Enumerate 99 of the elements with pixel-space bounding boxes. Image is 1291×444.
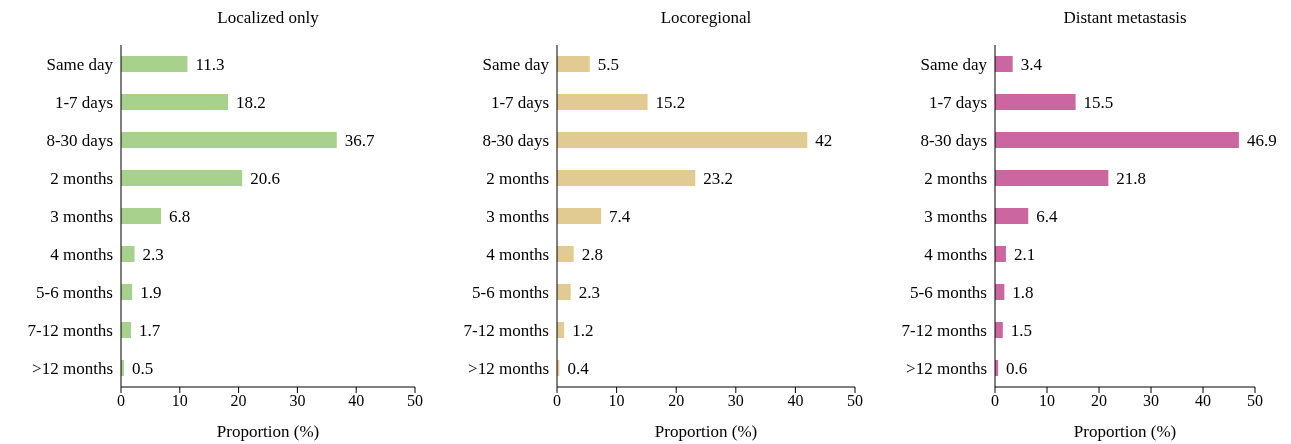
x-axis-title: Proportion (%) bbox=[1073, 422, 1177, 441]
x-tick-label: 10 bbox=[171, 392, 188, 410]
y-tick-label: >12 months bbox=[468, 359, 549, 379]
data-label: 0.4 bbox=[567, 359, 590, 379]
data-label: 0.6 bbox=[1006, 359, 1028, 379]
bar bbox=[121, 94, 229, 110]
y-tick-label: Same day bbox=[482, 55, 550, 75]
y-tick-label: Same day bbox=[920, 55, 988, 75]
data-label: 20.6 bbox=[250, 169, 280, 189]
y-tick-label: 7-12 months bbox=[463, 321, 549, 341]
data-label: 2.3 bbox=[142, 245, 164, 265]
x-tick-label: 50 bbox=[1247, 392, 1263, 410]
x-tick-label: 10 bbox=[608, 392, 625, 410]
bar bbox=[995, 56, 1013, 72]
x-tick-label: 10 bbox=[1039, 392, 1055, 410]
y-tick-label: 3 months bbox=[486, 207, 549, 227]
y-tick-label: 2 months bbox=[486, 169, 549, 189]
y-tick-label: 1-7 days bbox=[928, 93, 987, 113]
y-tick-label: 3 months bbox=[50, 207, 113, 227]
bar bbox=[557, 56, 590, 72]
x-tick-label: 30 bbox=[289, 392, 306, 410]
data-label: 1.5 bbox=[1010, 321, 1033, 341]
y-tick-label: 5-6 months bbox=[472, 283, 549, 303]
x-axis-title: Proportion (%) bbox=[216, 422, 320, 441]
y-tick-label: 1-7 days bbox=[54, 93, 113, 113]
y-tick-label: 5-6 months bbox=[36, 283, 113, 303]
data-label: 3.4 bbox=[1020, 55, 1043, 75]
bar bbox=[557, 208, 602, 224]
y-tick-label: 7-12 months bbox=[901, 321, 987, 341]
y-tick-label: 8-30 days bbox=[482, 131, 549, 151]
data-label: 42 bbox=[815, 131, 833, 151]
y-tick-label: >12 months bbox=[32, 359, 113, 379]
bar bbox=[557, 132, 808, 148]
bar bbox=[121, 208, 161, 224]
y-tick-label: 2 months bbox=[50, 169, 113, 189]
bar bbox=[121, 322, 131, 338]
data-label: 6.4 bbox=[1036, 207, 1059, 227]
data-label: 23.2 bbox=[703, 169, 734, 189]
x-tick-label: 30 bbox=[727, 392, 744, 410]
bar bbox=[557, 246, 574, 262]
data-label: 0.5 bbox=[131, 359, 154, 379]
y-tick-label: >12 months bbox=[906, 359, 987, 379]
bar bbox=[557, 170, 696, 186]
y-tick-label: 4 months bbox=[486, 245, 549, 265]
x-tick-label: 40 bbox=[787, 392, 804, 410]
data-label: 7.4 bbox=[609, 207, 631, 227]
data-label: 1.2 bbox=[572, 321, 594, 341]
x-tick-label: 40 bbox=[348, 392, 365, 410]
data-label: 36.7 bbox=[344, 131, 376, 151]
x-tick-label: 0 bbox=[117, 392, 125, 410]
x-tick-label: 50 bbox=[407, 392, 423, 410]
bar bbox=[557, 94, 648, 110]
y-tick-label: 7-12 months bbox=[27, 321, 113, 341]
data-label: 15.2 bbox=[655, 93, 686, 113]
bar bbox=[121, 56, 188, 72]
bar bbox=[995, 246, 1006, 262]
y-tick-label: 4 months bbox=[50, 245, 113, 265]
bar bbox=[995, 322, 1003, 338]
x-tick-label: 30 bbox=[1143, 392, 1159, 410]
y-tick-label: 1-7 days bbox=[490, 93, 549, 113]
data-label: 1.7 bbox=[139, 321, 161, 341]
y-tick-label: 2 months bbox=[924, 169, 987, 189]
x-tick-label: 50 bbox=[847, 392, 863, 410]
data-label: 6.8 bbox=[168, 207, 191, 227]
bar bbox=[557, 284, 571, 300]
data-label: 2.8 bbox=[581, 245, 603, 265]
bar bbox=[995, 94, 1076, 110]
data-label: 15.5 bbox=[1083, 93, 1114, 113]
data-label: 2.3 bbox=[578, 283, 600, 303]
data-label: 1.8 bbox=[1012, 283, 1034, 303]
bar bbox=[995, 170, 1109, 186]
bar bbox=[121, 132, 337, 148]
bar bbox=[995, 132, 1239, 148]
bar bbox=[995, 208, 1029, 224]
y-tick-label: Same day bbox=[46, 55, 114, 75]
bar bbox=[121, 170, 243, 186]
data-label: 5.5 bbox=[597, 55, 620, 75]
x-axis-title: Proportion (%) bbox=[654, 422, 758, 441]
chart-title: Localized only bbox=[216, 8, 320, 28]
data-label: 11.3 bbox=[195, 55, 225, 75]
x-tick-label: 0 bbox=[553, 392, 561, 410]
x-tick-label: 40 bbox=[1195, 392, 1211, 410]
bar bbox=[121, 246, 135, 262]
chart-title: Distant metastasis bbox=[1062, 8, 1188, 28]
data-label: 2.1 bbox=[1013, 245, 1036, 265]
chart-title: Locoregional bbox=[659, 8, 753, 28]
y-tick-label: 5-6 months bbox=[910, 283, 987, 303]
x-tick-label: 20 bbox=[668, 392, 685, 410]
x-tick-label: 0 bbox=[991, 392, 999, 410]
y-tick-label: 8-30 days bbox=[920, 131, 987, 151]
y-tick-label: 4 months bbox=[924, 245, 987, 265]
y-tick-label: 3 months bbox=[924, 207, 987, 227]
data-label: 46.9 bbox=[1246, 131, 1277, 151]
y-tick-label: 8-30 days bbox=[46, 131, 113, 151]
data-label: 21.8 bbox=[1116, 169, 1147, 189]
data-label: 18.2 bbox=[236, 93, 266, 113]
x-tick-label: 20 bbox=[230, 392, 247, 410]
x-tick-label: 20 bbox=[1091, 392, 1107, 410]
data-label: 1.9 bbox=[140, 283, 162, 303]
